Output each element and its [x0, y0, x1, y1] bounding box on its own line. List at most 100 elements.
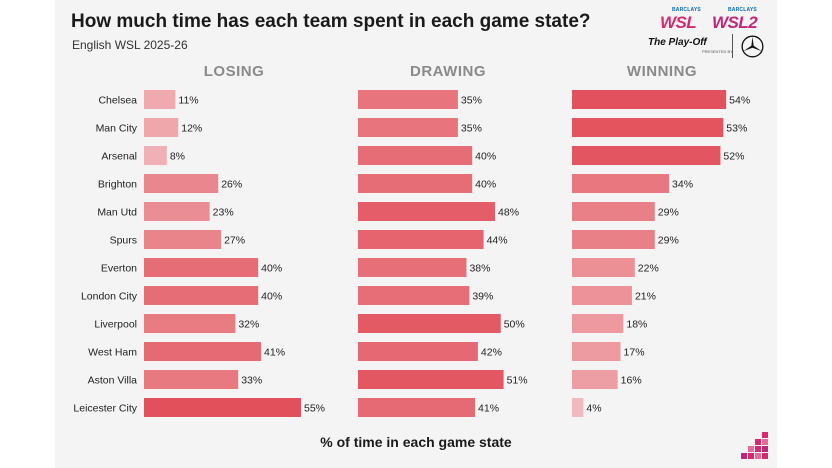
bar-value-label: 41%	[264, 347, 285, 359]
bar-drawing	[358, 174, 473, 193]
bar-drawing	[358, 146, 473, 165]
bar-drawing	[358, 230, 484, 249]
bar-value-label: 35%	[461, 123, 482, 135]
bar-value-label: 34%	[672, 179, 693, 191]
bar-winning	[572, 370, 618, 389]
bar-losing	[144, 314, 236, 333]
pixel-steps-icon	[741, 432, 768, 459]
bar-drawing	[358, 258, 467, 277]
bar-value-label: 55%	[304, 403, 325, 415]
panel-header-winning: WINNING	[627, 63, 697, 80]
wsl-logo: WSL	[660, 13, 697, 32]
panel-header-drawing: DRAWING	[410, 63, 486, 80]
bar-value-label: 4%	[586, 403, 601, 415]
barclays-wordmark-2: BARCLAYS	[728, 7, 757, 13]
bar-value-label: 8%	[170, 151, 185, 163]
chart-title: How much time has each team spent in eac…	[71, 11, 591, 32]
bar-value-label: 26%	[221, 179, 242, 191]
bar-value-label: 53%	[726, 123, 747, 135]
bar-winning	[572, 146, 721, 165]
bar-winning	[572, 398, 584, 417]
bar-value-label: 22%	[638, 263, 659, 275]
bar-drawing	[358, 286, 470, 305]
bar-losing	[144, 342, 262, 361]
bar-winning	[572, 174, 670, 193]
bar-losing	[144, 230, 222, 249]
team-label: Spurs	[110, 235, 137, 247]
panel-header-losing: LOSING	[204, 63, 265, 80]
team-label: London City	[81, 291, 138, 303]
bar-value-label: 11%	[178, 95, 198, 107]
bar-value-label: 41%	[478, 403, 499, 415]
bar-value-label: 50%	[504, 319, 525, 331]
mercedes-star-icon	[741, 35, 764, 58]
bar-drawing	[358, 90, 458, 109]
team-label: Everton	[101, 263, 137, 275]
bar-losing	[144, 146, 167, 165]
logo-divider	[732, 34, 733, 58]
team-label: Leicester City	[73, 403, 137, 415]
team-label: Brighton	[98, 179, 137, 191]
bar-value-label: 40%	[475, 179, 496, 191]
bar-value-label: 18%	[626, 319, 647, 331]
bar-value-label: 40%	[261, 291, 282, 303]
bar-value-label: 17%	[624, 347, 645, 359]
bar-losing	[144, 202, 210, 221]
barclays-wordmark: BARCLAYS	[672, 7, 701, 13]
bar-drawing	[358, 202, 496, 221]
team-label: Chelsea	[98, 95, 137, 107]
logo-area: BARCLAYS WSL BARCLAYS WSL2 The Play-Off …	[640, 4, 775, 64]
bar-drawing	[358, 342, 478, 361]
team-label: Man Utd	[97, 207, 137, 219]
bar-value-label: 12%	[181, 123, 202, 135]
bar-winning	[572, 90, 727, 109]
x-axis-label: % of time in each game state	[320, 434, 512, 450]
bar-value-label: 29%	[658, 207, 679, 219]
bar-value-label: 33%	[241, 375, 262, 387]
bar-losing	[144, 174, 219, 193]
bar-value-label: 42%	[481, 347, 502, 359]
bar-winning	[572, 342, 621, 361]
bar-losing	[144, 258, 259, 277]
bar-drawing	[358, 398, 476, 417]
bar-losing	[144, 118, 179, 137]
bar-drawing	[358, 314, 501, 333]
bar-value-label: 27%	[224, 235, 245, 247]
bar-value-label: 40%	[475, 151, 496, 163]
bar-value-label: 29%	[658, 235, 679, 247]
team-label: Man City	[96, 123, 138, 135]
bar-winning	[572, 258, 635, 277]
bar-value-label: 35%	[461, 95, 482, 107]
bar-drawing	[358, 370, 504, 389]
bar-losing	[144, 370, 239, 389]
bar-winning	[572, 202, 655, 221]
bar-value-label: 21%	[635, 291, 656, 303]
team-label: Aston Villa	[88, 375, 138, 387]
bar-drawing	[358, 118, 458, 137]
wsl2-logo: WSL2	[712, 13, 758, 32]
bar-winning	[572, 118, 724, 137]
bar-winning	[572, 314, 624, 333]
bar-value-label: 39%	[472, 291, 493, 303]
bar-value-label: 38%	[469, 263, 490, 275]
team-label: Arsenal	[101, 151, 137, 163]
bar-losing	[144, 398, 301, 417]
bar-value-label: 32%	[238, 319, 259, 331]
bar-value-label: 44%	[487, 235, 508, 247]
chart-subtitle: English WSL 2025-26	[72, 38, 188, 52]
bar-winning	[572, 230, 655, 249]
bar-value-label: 51%	[507, 375, 528, 387]
team-label: West Ham	[88, 347, 137, 359]
bar-value-label: 54%	[729, 95, 750, 107]
bar-value-label: 23%	[213, 207, 234, 219]
bar-winning	[572, 286, 632, 305]
playoff-logo: The Play-Off	[648, 37, 707, 48]
playoff-sub-label: PRESENTED BY	[702, 49, 733, 54]
bar-value-label: 52%	[723, 151, 744, 163]
bar-losing	[144, 90, 176, 109]
bar-value-label: 48%	[498, 207, 519, 219]
team-label: Liverpool	[94, 319, 137, 331]
bar-losing	[144, 286, 259, 305]
bar-value-label: 16%	[621, 375, 642, 387]
